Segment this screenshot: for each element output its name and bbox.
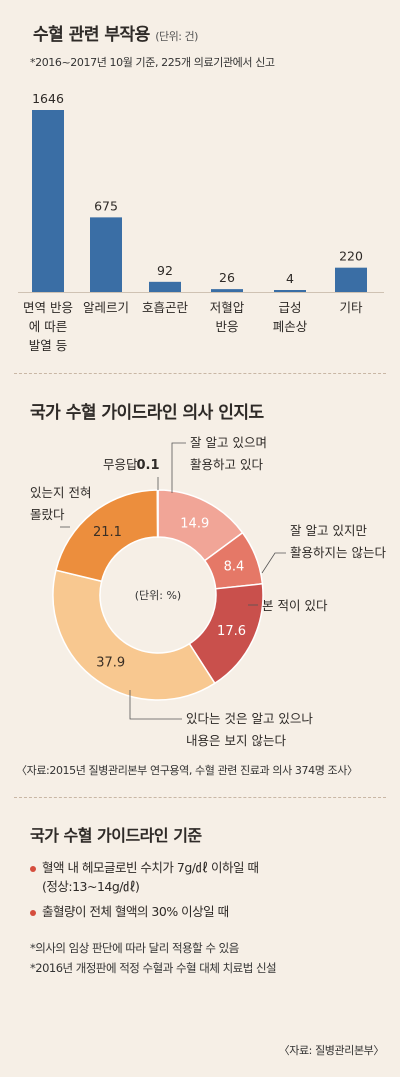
bar-category-label-6-1: 기타 — [339, 300, 363, 315]
bar-3 — [149, 281, 181, 292]
bar-chart-title-text: 수혈 관련 부작용 — [33, 25, 150, 45]
bar-chart-unit: (단위: 건) — [155, 30, 198, 43]
bar-2 — [90, 217, 122, 292]
divider-1 — [14, 373, 386, 374]
bar-category-label-4-1: 저혈압 — [210, 300, 245, 315]
bar-category-label-1-2: 에 따른 — [29, 319, 67, 334]
bar-value-label-4: 26 — [219, 270, 235, 285]
bar-category-label-2-1: 알레르기 — [83, 300, 129, 315]
bar-6 — [335, 267, 367, 292]
donut-value-label-1: 14.9 — [180, 516, 209, 531]
donut-value-label-6: 0.1 — [136, 458, 159, 473]
bar-value-label-5: 4 — [286, 271, 294, 286]
donut-leader-line-2 — [261, 552, 286, 574]
bar-4 — [211, 289, 243, 292]
bar-category-label-4-2: 반응 — [215, 319, 238, 334]
standards-list: 혈액 내 헤모글로빈 수치가 7g/㎗ 이하일 때 (정상:13~14g/㎗) … — [30, 858, 390, 921]
donut-value-label-4: 37.9 — [96, 655, 125, 670]
bar-chart-note: *2016~2017년 10월 기준, 225개 의료기관에서 신고 — [30, 56, 275, 69]
donut-slice-6 — [156, 489, 159, 538]
standards-notes: *의사의 임상 판단에 따라 달리 적용할 수 있음 *2016년 개정판에 적… — [30, 938, 390, 978]
standards-source: 〈자료: 질병관리본부〉 — [278, 1044, 385, 1057]
bar-value-label-3: 92 — [157, 263, 173, 278]
donut-leader-line-4 — [129, 690, 182, 720]
donut-center-unit: (단위: %) — [135, 589, 181, 602]
donut-category-label-1-2: 활용하고 있다 — [190, 457, 263, 472]
donut-category-label-6-1: 무응답 — [103, 457, 138, 472]
donut-category-label-2-1: 잘 알고 있지만 — [290, 523, 367, 538]
standard-item-1: 혈액 내 헤모글로빈 수치가 7g/㎗ 이하일 때 — [30, 858, 390, 877]
bar-value-label-2: 675 — [94, 198, 118, 213]
donut-category-label-3-1: 본 적이 있다 — [262, 598, 328, 613]
bullet-dot-icon — [30, 865, 36, 872]
donut-category-label-1-1: 잘 알고 있으며 — [190, 435, 267, 450]
standards-note-1: *의사의 임상 판단에 따라 달리 적용할 수 있음 — [30, 941, 239, 955]
donut-chart-title: 국가 수혈 가이드라인 의사 인지도 — [30, 403, 264, 423]
donut-slice-4 — [52, 569, 216, 701]
donut-category-label-2-2: 활용하지는 않는다 — [290, 545, 386, 560]
bar-5 — [274, 290, 306, 292]
donut-value-label-2: 8.4 — [224, 559, 245, 574]
donut-category-label-4-2: 내용은 보지 않는다 — [186, 733, 286, 748]
donut-leader-line-1 — [171, 442, 186, 493]
standard-item-1-line1: 혈액 내 헤모글로빈 수치가 7g/㎗ 이하일 때 — [42, 860, 259, 875]
bar-value-label-1: 1646 — [32, 91, 64, 106]
donut-category-label-4-1: 있다는 것은 알고 있으나 — [186, 711, 313, 726]
donut-value-label-5: 21.1 — [93, 525, 122, 540]
donut-category-label-5-1: 있는지 전혀 — [30, 485, 91, 500]
bar-category-label-1-1: 면역 반응 — [23, 300, 73, 315]
bar-value-label-6: 220 — [339, 249, 363, 264]
divider-2 — [14, 797, 386, 798]
standard-item-2-line1: 출혈량이 전체 혈액의 30% 이상일 때 — [42, 904, 229, 919]
standard-item-1-line2: (정상:13~14g/㎗) — [42, 879, 140, 894]
donut-category-label-5-2: 몰랐다 — [30, 507, 65, 522]
standard-item-2: 출혈량이 전체 혈액의 30% 이상일 때 — [30, 902, 390, 921]
bar-chart-title: 수혈 관련 부작용 (단위: 건) — [33, 20, 198, 45]
bar-1 — [32, 110, 64, 292]
bar-category-label-5-2: 폐손상 — [273, 319, 308, 334]
bullet-dot-icon — [30, 909, 36, 916]
donut-chart-source: 〈자료:2015년 질병관리본부 연구용역, 수혈 관련 진료과 의사 374명… — [16, 764, 358, 777]
bar-category-label-5-1: 급성 — [278, 300, 301, 315]
standard-item-1-sub: (정상:13~14g/㎗) — [30, 877, 390, 896]
donut-value-label-3: 17.6 — [217, 624, 246, 639]
bar-category-label-1-3: 발열 등 — [29, 338, 67, 353]
standards-title: 국가 수혈 가이드라인 기준 — [30, 826, 202, 845]
standards-note-2: *2016년 개정판에 적정 수혈과 수혈 대체 치료법 신설 — [30, 961, 277, 975]
bar-category-label-3-1: 호흡곤란 — [142, 300, 189, 315]
